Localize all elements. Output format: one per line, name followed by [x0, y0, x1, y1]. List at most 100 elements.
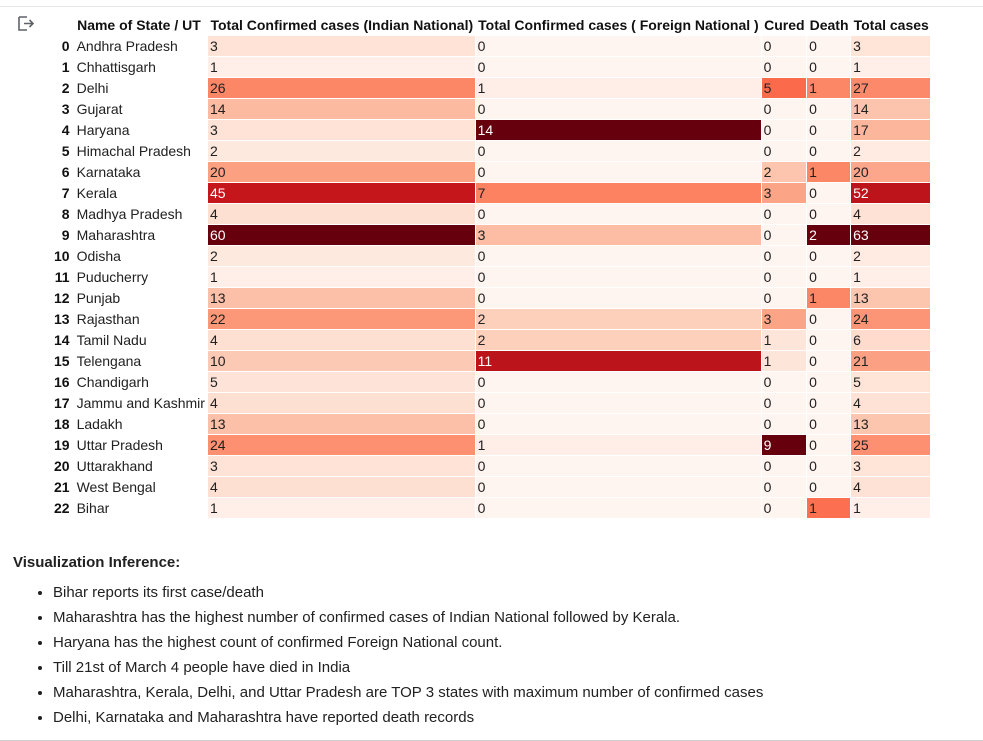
death-cell: 0 — [806, 182, 852, 204]
cured-cell: 1 — [760, 329, 808, 351]
cell-divider — [0, 0, 983, 7]
inference-list: Bihar reports its first case/deathMahara… — [13, 580, 763, 730]
indian-cases-cell: 4 — [206, 476, 476, 498]
cured-cell: 0 — [760, 98, 808, 120]
inference-item: Delhi, Karnataka and Maharashtra have re… — [53, 705, 763, 730]
state-name-cell: Odisha — [73, 245, 208, 267]
death-cell: 1 — [806, 287, 852, 309]
row-index: 7 — [61, 185, 70, 201]
death-cell: 0 — [806, 140, 852, 162]
death-cell: 0 — [806, 371, 852, 393]
total-cases-cell: 3 — [850, 35, 932, 57]
cured-cell: 0 — [760, 455, 808, 477]
inference-item: Haryana has the highest count of confirm… — [53, 630, 763, 655]
column-header: Death — [809, 16, 849, 33]
death-cell: 0 — [806, 119, 852, 141]
table-body: 0 Andhra Pradesh 3 0 0 0 3 1 Chhattisgarh 1 0 0 0 1 2 D… — [48, 35, 932, 519]
state-name-cell: Andhra Pradesh — [73, 35, 208, 57]
foreign-cases-cell: 0 — [474, 203, 762, 225]
state-name-cell: Bihar — [73, 497, 208, 519]
total-cases-cell: 6 — [850, 329, 932, 351]
table-row: 17 Jammu and Kashmir 4 0 0 0 4 — [48, 392, 932, 414]
foreign-cases-cell: 0 — [474, 35, 762, 57]
state-name-cell: Punjab — [73, 287, 208, 309]
table-row: 13 Rajasthan 22 2 3 0 24 — [48, 308, 932, 330]
total-cases-cell: 13 — [850, 287, 932, 309]
table-row: 20 Uttarakhand 3 0 0 0 3 — [48, 455, 932, 477]
death-cell: 0 — [806, 308, 852, 330]
cured-cell: 1 — [760, 350, 808, 372]
foreign-cases-cell: 0 — [474, 371, 762, 393]
indian-cases-cell: 2 — [206, 245, 476, 267]
table-row: 8 Madhya Pradesh 4 0 0 0 4 — [48, 203, 932, 225]
indian-cases-cell: 14 — [206, 98, 476, 120]
table-row: 21 West Bengal 4 0 0 0 4 — [48, 476, 932, 498]
cured-cell: 0 — [760, 35, 808, 57]
total-cases-cell: 25 — [850, 434, 932, 456]
foreign-cases-cell: 11 — [474, 350, 762, 372]
foreign-cases-cell: 0 — [474, 497, 762, 519]
death-cell: 1 — [806, 161, 852, 183]
state-name-cell: Chhattisgarh — [73, 56, 208, 78]
cured-cell: 9 — [760, 434, 808, 456]
cured-cell: 0 — [760, 371, 808, 393]
cured-cell: 0 — [760, 224, 808, 246]
output-arrow-icon[interactable] — [16, 14, 36, 34]
foreign-cases-cell: 0 — [474, 140, 762, 162]
cured-cell: 0 — [760, 56, 808, 78]
death-cell: 0 — [806, 266, 852, 288]
table-row: 16 Chandigarh 5 0 0 0 5 — [48, 371, 932, 393]
table-row: 12 Punjab 13 0 0 1 13 — [48, 287, 932, 309]
cured-cell: 0 — [760, 266, 808, 288]
row-index: 17 — [54, 395, 70, 411]
foreign-cases-cell: 0 — [474, 266, 762, 288]
total-cases-cell: 1 — [850, 56, 932, 78]
foreign-cases-cell: 0 — [474, 392, 762, 414]
total-cases-cell: 1 — [850, 497, 932, 519]
table-row: 5 Himachal Pradesh 2 0 0 0 2 — [48, 140, 932, 162]
column-header: Name of State / UT — [77, 16, 201, 33]
foreign-cases-cell: 0 — [474, 287, 762, 309]
death-cell: 0 — [806, 35, 852, 57]
cured-cell: 0 — [760, 245, 808, 267]
column-header: Total cases — [853, 16, 929, 33]
cured-cell: 0 — [760, 392, 808, 414]
indian-cases-cell: 45 — [206, 182, 476, 204]
row-index: 2 — [61, 80, 70, 96]
state-name-cell: Delhi — [73, 77, 208, 99]
row-index: 13 — [54, 311, 70, 327]
foreign-cases-cell: 1 — [474, 77, 762, 99]
death-cell: 2 — [806, 224, 852, 246]
state-name-cell: Uttar Pradesh — [73, 434, 208, 456]
state-name-cell: Kerala — [73, 182, 208, 204]
death-cell: 0 — [806, 203, 852, 225]
indian-cases-cell: 10 — [206, 350, 476, 372]
total-cases-cell: 21 — [850, 350, 932, 372]
indian-cases-cell: 4 — [206, 392, 476, 414]
table-row: 0 Andhra Pradesh 3 0 0 0 3 — [48, 35, 932, 57]
cases-table: Name of State / UT Total Confirmed cases… — [48, 14, 932, 519]
indian-cases-cell: 13 — [206, 287, 476, 309]
row-index: 12 — [54, 290, 70, 306]
indian-cases-cell: 2 — [206, 140, 476, 162]
indian-cases-cell: 20 — [206, 161, 476, 183]
foreign-cases-cell: 2 — [474, 329, 762, 351]
state-name-cell: Ladakh — [73, 413, 208, 435]
state-name-cell: West Bengal — [73, 476, 208, 498]
cured-cell: 3 — [760, 308, 808, 330]
total-cases-cell: 13 — [850, 413, 932, 435]
table-row: 3 Gujarat 14 0 0 0 14 — [48, 98, 932, 120]
column-header: Cured — [764, 16, 805, 33]
table-row: 11 Puducherry 1 0 0 0 1 — [48, 266, 932, 288]
row-index: 18 — [54, 416, 70, 432]
death-cell: 0 — [806, 56, 852, 78]
indian-cases-cell: 1 — [206, 266, 476, 288]
row-index: 19 — [54, 437, 70, 453]
total-cases-cell: 5 — [850, 371, 932, 393]
state-name-cell: Himachal Pradesh — [73, 140, 208, 162]
indian-cases-cell: 1 — [206, 56, 476, 78]
table-row: 4 Haryana 3 14 0 0 17 — [48, 119, 932, 141]
table-row: 10 Odisha 2 0 0 0 2 — [48, 245, 932, 267]
state-name-cell: Tamil Nadu — [73, 329, 208, 351]
total-cases-cell: 27 — [850, 77, 932, 99]
